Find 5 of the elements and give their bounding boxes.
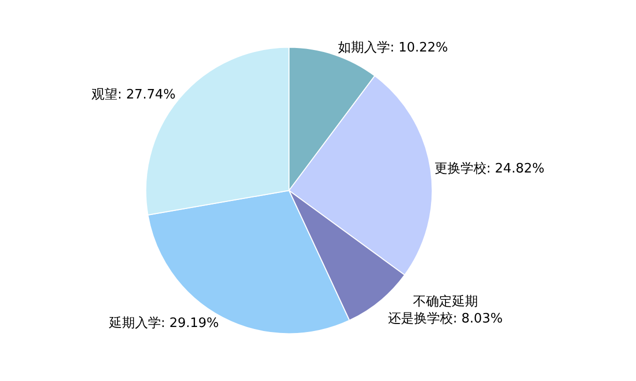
- slice-label: 不确定延期还是换学校: 8.03%: [388, 294, 503, 327]
- slice-label: 更换学校: 24.82%: [434, 162, 544, 177]
- slice-label: 如期入学: 10.22%: [338, 40, 448, 56]
- slice-label: 延期入学: 29.19%: [108, 316, 219, 331]
- slice-label: 观望: 27.74%: [92, 88, 176, 103]
